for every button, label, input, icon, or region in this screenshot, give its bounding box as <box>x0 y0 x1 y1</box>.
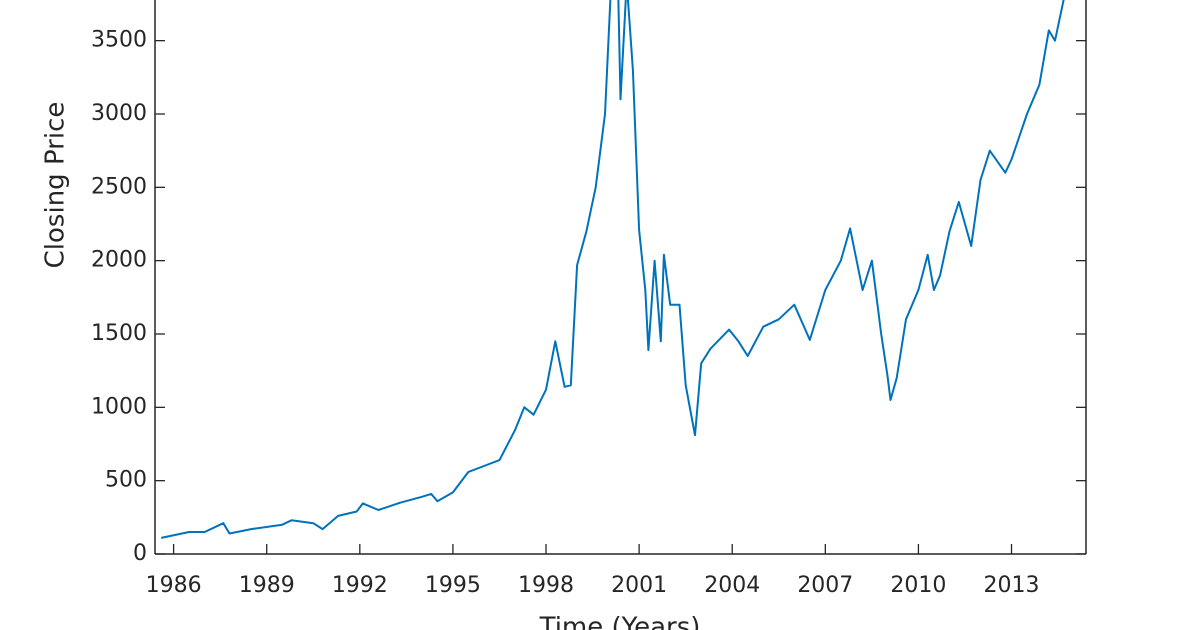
price-line <box>160 0 1065 539</box>
y-axis-label: Closing Price <box>41 102 71 269</box>
x-tick-label: 1989 <box>239 573 295 598</box>
x-tick-label: 2001 <box>611 573 667 598</box>
x-tick-label: 1986 <box>146 573 202 598</box>
y-tick-label: 1500 <box>91 321 147 346</box>
x-axis-label: Time (Years) <box>539 613 701 630</box>
y-tick-label: 500 <box>105 468 147 493</box>
x-tick-label: 2010 <box>890 573 946 598</box>
x-tick-label: 2007 <box>797 573 853 598</box>
y-tick-label: 2500 <box>91 174 147 199</box>
y-tick-label: 3000 <box>91 101 147 126</box>
x-tick-label: 1992 <box>332 573 388 598</box>
y-tick-label: 0 <box>133 541 147 566</box>
x-tick-label: 1998 <box>518 573 574 598</box>
x-tick-label: 1995 <box>425 573 481 598</box>
y-tick-label: 2000 <box>91 248 147 273</box>
x-tick-label: 2004 <box>704 573 760 598</box>
x-tick-label: 2013 <box>984 573 1040 598</box>
y-tick-label: 3500 <box>91 28 147 53</box>
y-tick-label: 1000 <box>91 394 147 419</box>
